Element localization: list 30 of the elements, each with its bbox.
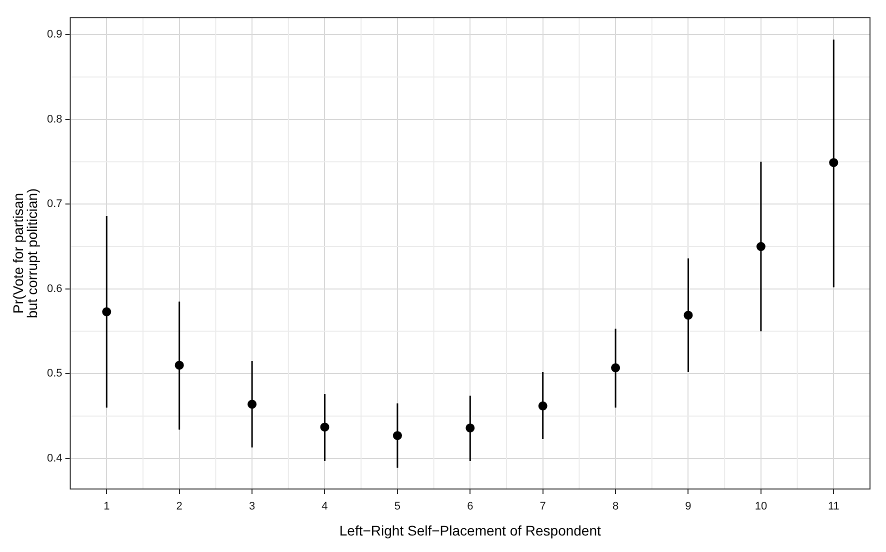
x-tick-label: 3 (248, 500, 256, 513)
point (538, 401, 548, 410)
point (466, 423, 475, 432)
point (756, 242, 766, 252)
x-tick-label: 2 (176, 500, 182, 513)
x-tick-label: 9 (685, 500, 692, 513)
y-tick-label: 0.8 (46, 113, 62, 126)
y-tick-label: 0.7 (46, 198, 62, 210)
x-tick-label: 10 (754, 500, 768, 513)
x-tick-label: 6 (467, 500, 474, 513)
point (320, 422, 330, 432)
x-tick-label: 1 (104, 500, 110, 513)
x-tick-label: 11 (828, 500, 840, 513)
x-tick-label: 7 (540, 500, 546, 513)
x-axis-title: Left−Right Self−Placement of Respondent (339, 522, 601, 538)
point (102, 307, 112, 316)
x-tick-label: 8 (612, 500, 619, 513)
point (248, 400, 257, 409)
y-axis-title: Pr(Vote for partisan but corrupt politician) (10, 188, 40, 318)
y-tick-label: 0.4 (46, 452, 62, 465)
y-tick-label: 0.5 (46, 368, 62, 380)
y-tick-label: 0.6 (46, 282, 62, 295)
point (829, 158, 838, 168)
x-tick-label: 4 (322, 500, 328, 513)
point (684, 310, 693, 320)
point (611, 363, 620, 372)
point (174, 360, 184, 370)
point (392, 431, 402, 440)
x-tick-label: 5 (394, 500, 401, 513)
y-tick-label: 0.9 (46, 28, 62, 41)
